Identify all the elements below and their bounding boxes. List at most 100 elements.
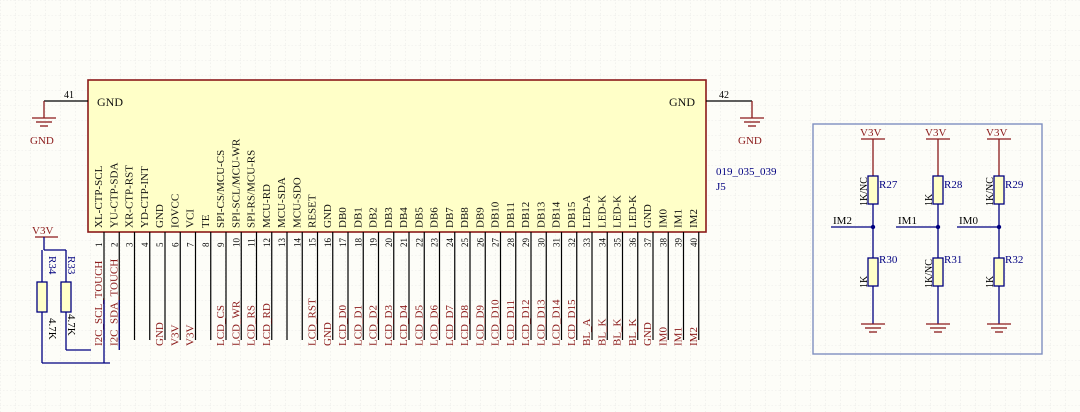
pin-2[interactable]: YU-CTP-SDA 2 I2C_SDA_TOUCH <box>108 163 120 346</box>
r32-designator: R32 <box>1005 254 1023 266</box>
pin-21-name: DB4 <box>398 207 410 228</box>
pin-37[interactable]: GND 37 GND <box>642 204 654 346</box>
resistor-r34[interactable] <box>36 281 48 313</box>
pin-24[interactable]: DB7 24 LCD_D7 <box>444 207 456 346</box>
pin-3[interactable]: XR-CTP-RST 3 <box>124 165 136 340</box>
pin-23[interactable]: DB6 23 LCD_D6 <box>429 207 441 346</box>
pin-7[interactable]: VCI 7 V3V <box>185 209 197 346</box>
r27-value: 1K/NC <box>859 177 870 206</box>
r32-value: 1K <box>985 275 996 288</box>
pin-8-name: TE <box>200 214 212 228</box>
pin-20[interactable]: DB3 20 LCD_D3 <box>383 207 395 346</box>
pin-33-name: LED-A <box>581 195 593 228</box>
r34-value: 4.7K <box>46 318 58 340</box>
im-power-label: V3V <box>860 127 881 139</box>
pin-6-number: 6 <box>170 242 180 247</box>
im-power-label: V3V <box>925 127 946 139</box>
im-net-label-im0: IM0 <box>959 215 978 227</box>
pin-4-number: 4 <box>140 242 150 247</box>
pin-32[interactable]: DB15 32 LCD_D15 <box>566 201 578 346</box>
pin-13[interactable]: MCU-SDA 13 <box>276 177 288 340</box>
pin-33[interactable]: LED-A 33 BL_A <box>581 195 593 346</box>
pin-36[interactable]: LED-K 36 BL_K <box>627 195 639 346</box>
pin-26[interactable]: DB9 26 LCD_D9 <box>474 207 486 346</box>
pin-6[interactable]: IOVCC 6 V3V <box>169 194 181 346</box>
im-column-im0[interactable]: V3V R29 1K/NC IM0 R32 1K <box>957 127 1024 333</box>
pin-30[interactable]: DB13 30 LCD_D13 <box>535 201 547 346</box>
im-config-block[interactable]: V3VR271K/NCIM2R301KV3VR281KIM1R311K/NCV3… <box>812 123 1043 355</box>
pin-34-net-label: BL_K <box>596 318 608 346</box>
pin-21-number: 21 <box>399 238 409 247</box>
pin-27[interactable]: DB10 27 LCD_D10 <box>490 201 502 346</box>
im-column-im1[interactable]: V3V R28 1K IM1 R31 1K/NC <box>896 127 963 333</box>
pin-17-net-label: LCD_D0 <box>337 305 349 346</box>
pin-15[interactable]: RESET 15 LCD_RST <box>307 194 319 346</box>
pin-9[interactable]: SPI-CS/MCU-CS 9 LCD_CS <box>215 150 227 346</box>
i2c-pullup-block[interactable]: V3V R34 4.7K R33 4.7K <box>32 225 110 364</box>
pin-42-gnd[interactable]: 42 GND GND <box>669 90 764 147</box>
pin-21[interactable]: DB4 21 LCD_D4 <box>398 207 410 346</box>
connector-pins: XL-CTP-SCL 1 I2C_SCL_TOUCH YU-CTP-SDA 2 I2C_S… <box>93 138 700 363</box>
pin-13-number: 13 <box>277 238 287 248</box>
pin-30-number: 30 <box>536 238 546 248</box>
pin-17[interactable]: DB0 17 LCD_D0 <box>337 207 349 346</box>
pin-34[interactable]: LED-K 34 BL_K <box>596 195 608 346</box>
pin-17-name: DB0 <box>337 207 349 228</box>
pin-11[interactable]: SPI-RS/MCU-RS 11 LCD_RS <box>246 150 258 346</box>
pin-16[interactable]: GND 16 GND <box>322 204 334 346</box>
pin-11-name: SPI-RS/MCU-RS <box>246 150 258 228</box>
pin-39[interactable]: IM1 39 IM1 <box>673 209 685 346</box>
r27-designator: R27 <box>879 179 898 191</box>
pin-40[interactable]: IM2 40 IM2 <box>688 209 700 346</box>
im-column-im2[interactable]: V3V R27 1K/NC IM2 R30 1K <box>831 127 898 333</box>
pin-42-name: GND <box>669 95 695 109</box>
pin-28-net-label: LCD_D11 <box>505 300 517 346</box>
pin-7-number: 7 <box>186 242 196 247</box>
pin-16-number: 16 <box>323 238 333 248</box>
pin-27-number: 27 <box>491 238 501 248</box>
pin-37-number: 37 <box>643 238 653 248</box>
pin-16-name: GND <box>322 204 334 228</box>
pin-4[interactable]: YD-CTP-INT 4 <box>139 166 151 340</box>
pin-31[interactable]: DB14 31 LCD_D14 <box>551 201 563 346</box>
pin-5-net-label: GND <box>154 322 166 346</box>
pin-19[interactable]: DB2 19 LCD_D2 <box>368 207 380 346</box>
pin-9-name: SPI-CS/MCU-CS <box>215 150 227 228</box>
pin-29-net-label: LCD_D12 <box>520 300 532 346</box>
pin-5[interactable]: GND 5 GND <box>154 204 166 346</box>
pin-14[interactable]: MCU-SDO 14 <box>291 177 303 340</box>
pin-2-name: YU-CTP-SDA <box>108 163 120 228</box>
pin-29[interactable]: DB12 29 LCD_D12 <box>520 202 532 346</box>
pin-30-net-label: LCD_D13 <box>535 299 547 346</box>
pin-1[interactable]: XL-CTP-SCL 1 I2C_SCL_TOUCH <box>93 165 105 346</box>
pin-38[interactable]: IM0 38 IM0 <box>657 209 669 346</box>
pin-41-gnd[interactable]: 41 GND GND <box>30 90 123 147</box>
pin-39-name: IM1 <box>673 209 685 228</box>
pin-7-net-label: V3V <box>185 325 197 346</box>
pin-3-name: XR-CTP-RST <box>124 165 136 228</box>
pin-8[interactable]: TE 8 <box>200 214 212 340</box>
pin-25[interactable]: DB8 25 LCD_D8 <box>459 207 471 346</box>
pin-22[interactable]: DB5 22 LCD_D5 <box>413 207 425 346</box>
resistor-r33[interactable] <box>60 281 72 313</box>
pin-12[interactable]: MCU-RD 12 LCD_RD <box>261 184 273 346</box>
connector-j5[interactable]: J5 019_035_039 41 GND GND 42 GND GND XL-… <box>30 79 777 363</box>
pin-6-net-label: V3V <box>169 325 181 346</box>
im-power-label: V3V <box>986 127 1007 139</box>
pin-28[interactable]: DB11 28 LCD_D11 <box>505 202 517 346</box>
pin-32-number: 32 <box>567 238 577 247</box>
pin-12-net-label: LCD_RD <box>261 303 273 346</box>
pin-12-name: MCU-RD <box>261 184 273 228</box>
r31-designator: R31 <box>944 254 962 266</box>
pin-18[interactable]: DB1 18 LCD_D1 <box>352 207 364 346</box>
pin-3-number: 3 <box>125 242 135 247</box>
connector-body[interactable] <box>87 79 707 233</box>
pin-31-name: DB14 <box>551 201 563 228</box>
pin-10[interactable]: SPI-SCL/MCU-WR 10 LCD_WR <box>230 138 242 346</box>
pin-38-name: IM0 <box>657 209 669 228</box>
pin-35[interactable]: LED-K 35 BL_K <box>612 195 624 346</box>
pin-28-name: DB11 <box>505 202 517 228</box>
im-config-frame <box>812 123 1043 355</box>
pin-13-name: MCU-SDA <box>276 177 288 228</box>
pin-25-number: 25 <box>460 238 470 248</box>
